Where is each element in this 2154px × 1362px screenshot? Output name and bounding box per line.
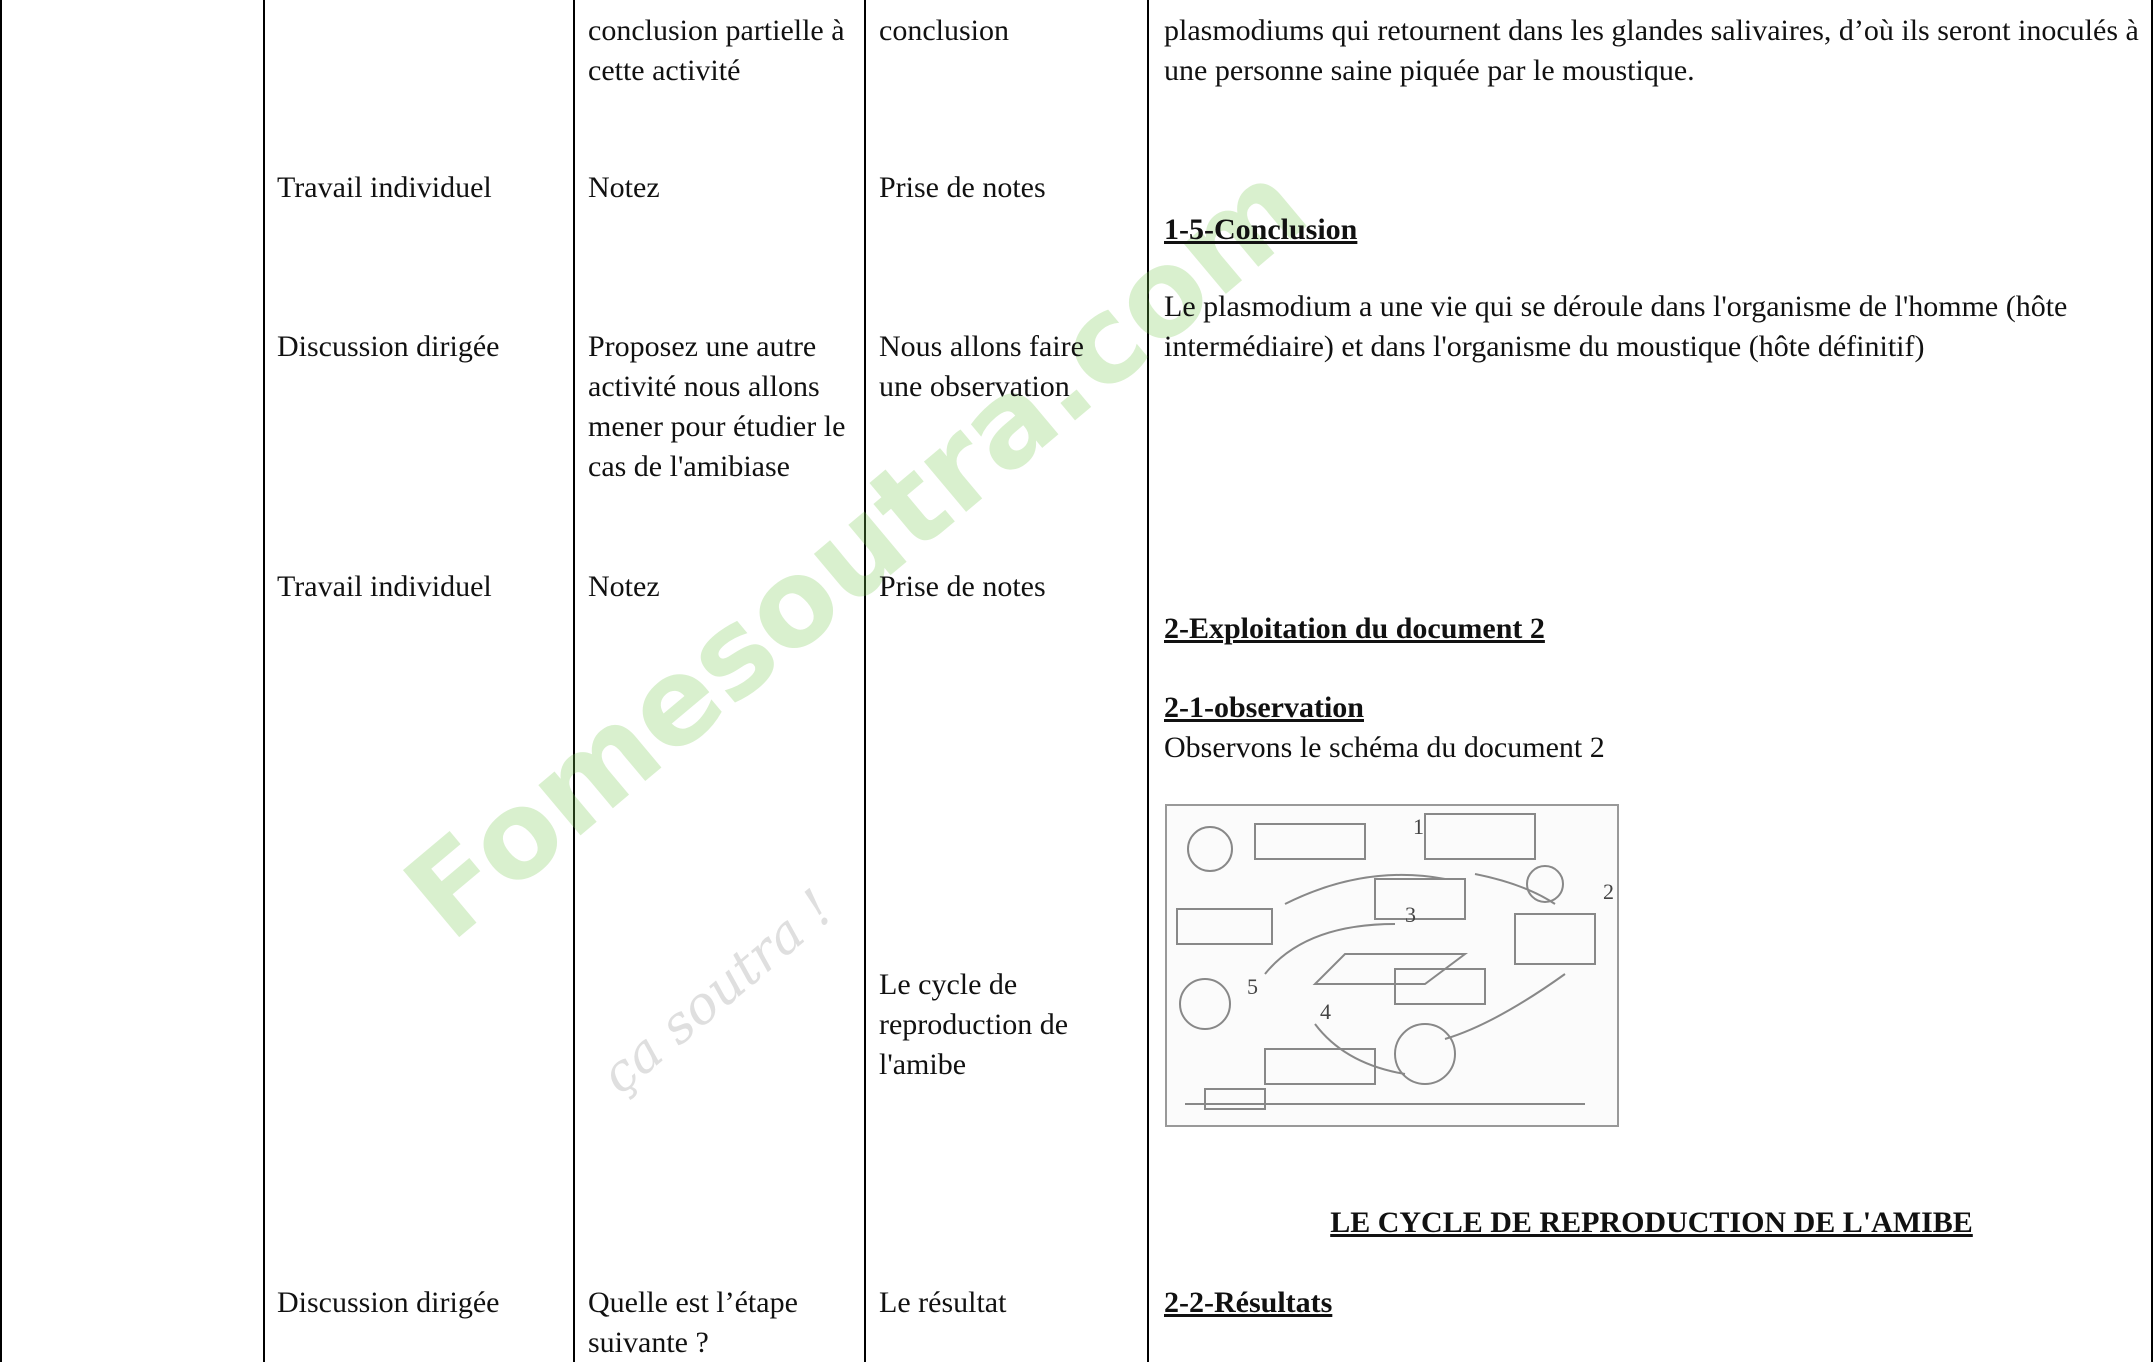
column-border xyxy=(573,0,575,1362)
answer: Prise de notes xyxy=(879,570,1046,603)
figure: 1 2 3 4 5 xyxy=(1165,804,1619,1127)
question: conclusion partielle à cette activité xyxy=(588,14,845,87)
paragraph: Le plasmodium a une vie qui se déroule d… xyxy=(1164,290,2068,363)
mode: Travail individuel xyxy=(277,171,492,204)
mode: Discussion dirigée xyxy=(277,330,500,363)
paragraph: plasmodiums qui retournent dans les glan… xyxy=(1164,14,2139,87)
figure-label: 1 xyxy=(1413,814,1424,839)
question: Quelle est l’étape suivante ? xyxy=(588,1286,798,1359)
figure-label: 5 xyxy=(1247,974,1258,999)
question: Notez xyxy=(588,570,660,603)
answer: Le cycle de reproduction de l'amibe xyxy=(879,968,1069,1081)
column-border xyxy=(263,0,265,1362)
heading: 2-2-Résultats xyxy=(1164,1286,1333,1319)
answer: Le résultat xyxy=(879,1286,1007,1319)
heading: 1-5-Conclusion xyxy=(1164,213,1358,246)
column-border xyxy=(0,0,2,1362)
watermark-sub: ça soutra ! xyxy=(590,878,845,1106)
answer: Prise de notes xyxy=(879,171,1046,204)
answer: conclusion xyxy=(879,14,1009,47)
heading: 2-1-observation xyxy=(1164,691,1364,724)
column-border xyxy=(864,0,866,1362)
mode: Discussion dirigée xyxy=(277,1286,500,1319)
question: Notez xyxy=(588,171,660,204)
answer: Nous allons faire une observation xyxy=(879,330,1084,403)
figure-caption: LE CYCLE DE REPRODUCTION DE L'AMIBE xyxy=(1330,1206,1973,1239)
figure-label: 2 xyxy=(1603,879,1614,904)
column-border xyxy=(2151,0,2153,1362)
question: Proposez une autre activité nous allons … xyxy=(588,330,846,483)
heading: 2-Exploitation du document 2 xyxy=(1164,612,1545,645)
figure-label: 4 xyxy=(1320,999,1331,1024)
paragraph: Observons le schéma du document 2 xyxy=(1164,731,1605,764)
column-border xyxy=(1147,0,1149,1362)
figure-label: 3 xyxy=(1405,902,1416,927)
mode: Travail individuel xyxy=(277,570,492,603)
